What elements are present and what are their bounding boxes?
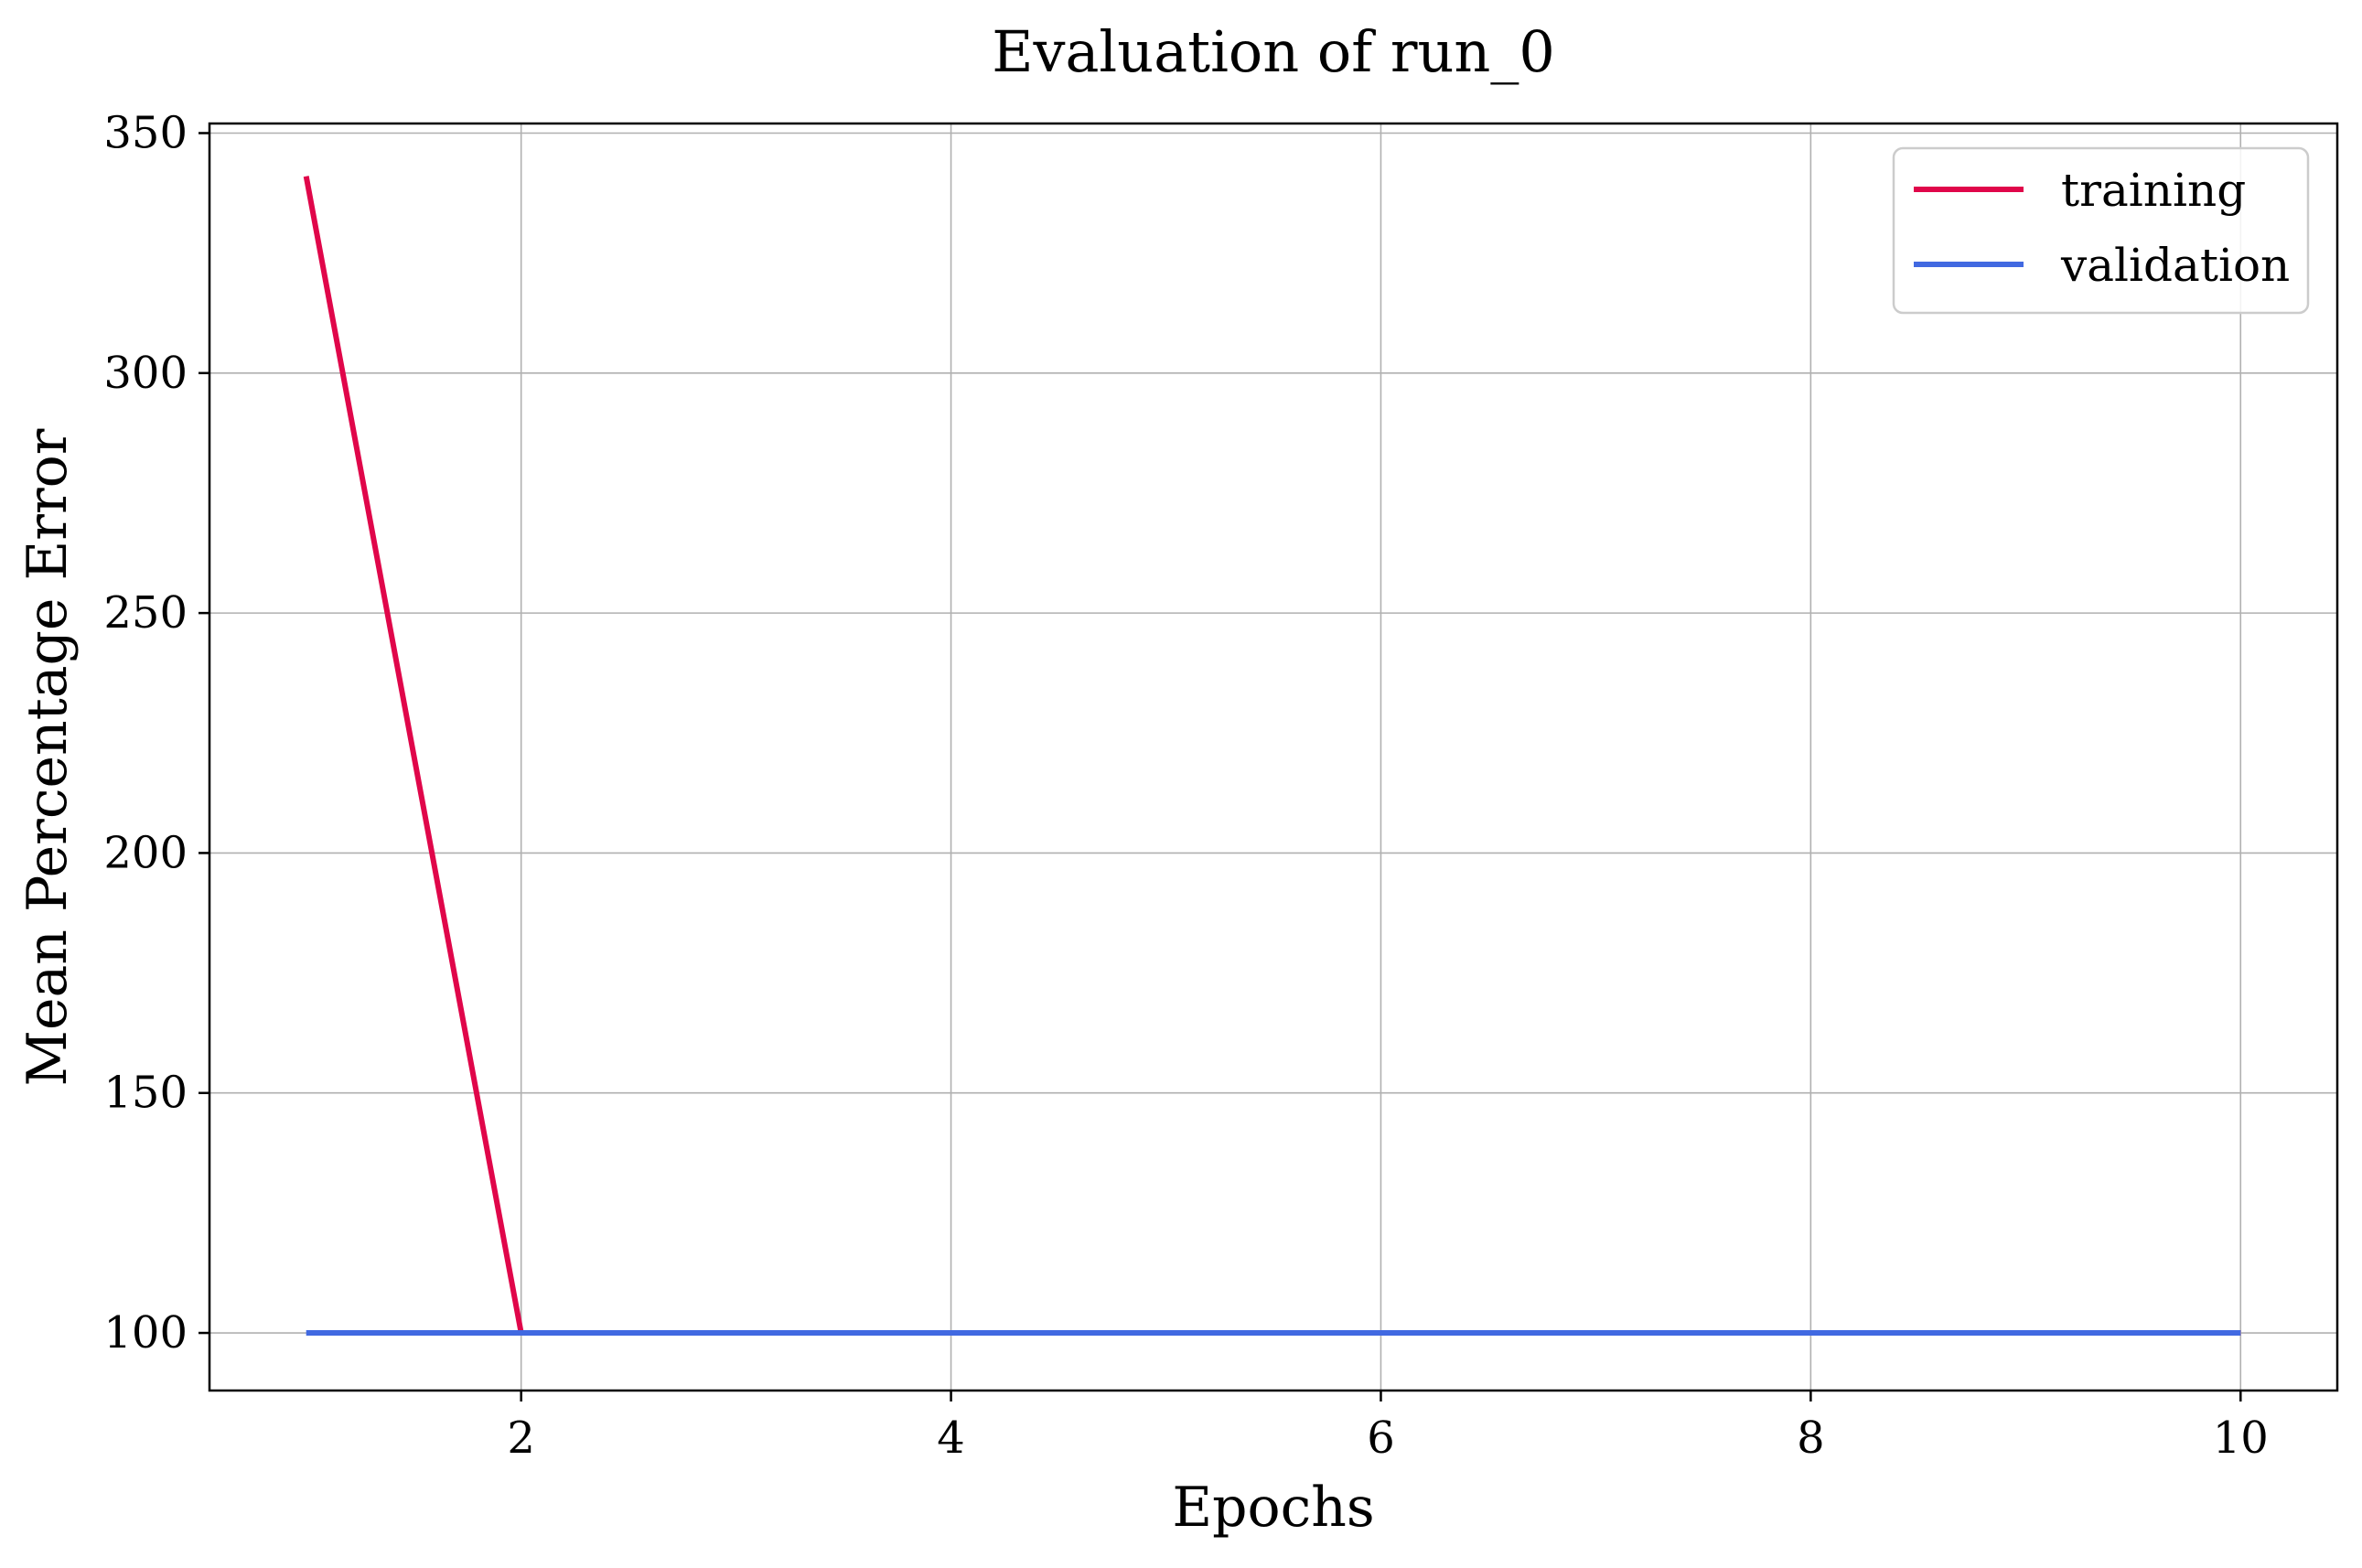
grid-lines bbox=[209, 124, 2337, 1391]
x-axis-label: Epochs bbox=[1172, 1476, 1374, 1540]
y-tick-label: 200 bbox=[103, 827, 188, 878]
chart-title: Evaluation of run_0 bbox=[992, 18, 1555, 85]
y-tick-label: 350 bbox=[103, 107, 188, 158]
series-lines bbox=[303, 176, 2241, 1336]
legend-validation-label: validation bbox=[2060, 239, 2290, 292]
x-tick-label: 8 bbox=[1797, 1412, 1825, 1464]
x-tick-label: 6 bbox=[1367, 1412, 1395, 1464]
x-axis-ticks: 2 4 6 8 10 bbox=[507, 1391, 2269, 1464]
y-axis-label: Mean Percentage Error bbox=[16, 428, 80, 1086]
x-tick-label: 2 bbox=[507, 1412, 535, 1464]
y-tick-label: 150 bbox=[103, 1068, 188, 1119]
y-tick-label: 250 bbox=[103, 587, 188, 639]
x-tick-label: 4 bbox=[937, 1412, 965, 1464]
y-tick-label: 100 bbox=[103, 1307, 188, 1359]
y-tick-label: 300 bbox=[103, 348, 188, 399]
x-tick-label: 10 bbox=[2213, 1412, 2269, 1464]
y-axis-ticks: 100 150 200 250 300 350 bbox=[103, 107, 209, 1359]
legend: training validation bbox=[1892, 146, 2310, 315]
plot-area-frame bbox=[208, 122, 2339, 1392]
legend-training-label: training bbox=[2061, 164, 2246, 217]
